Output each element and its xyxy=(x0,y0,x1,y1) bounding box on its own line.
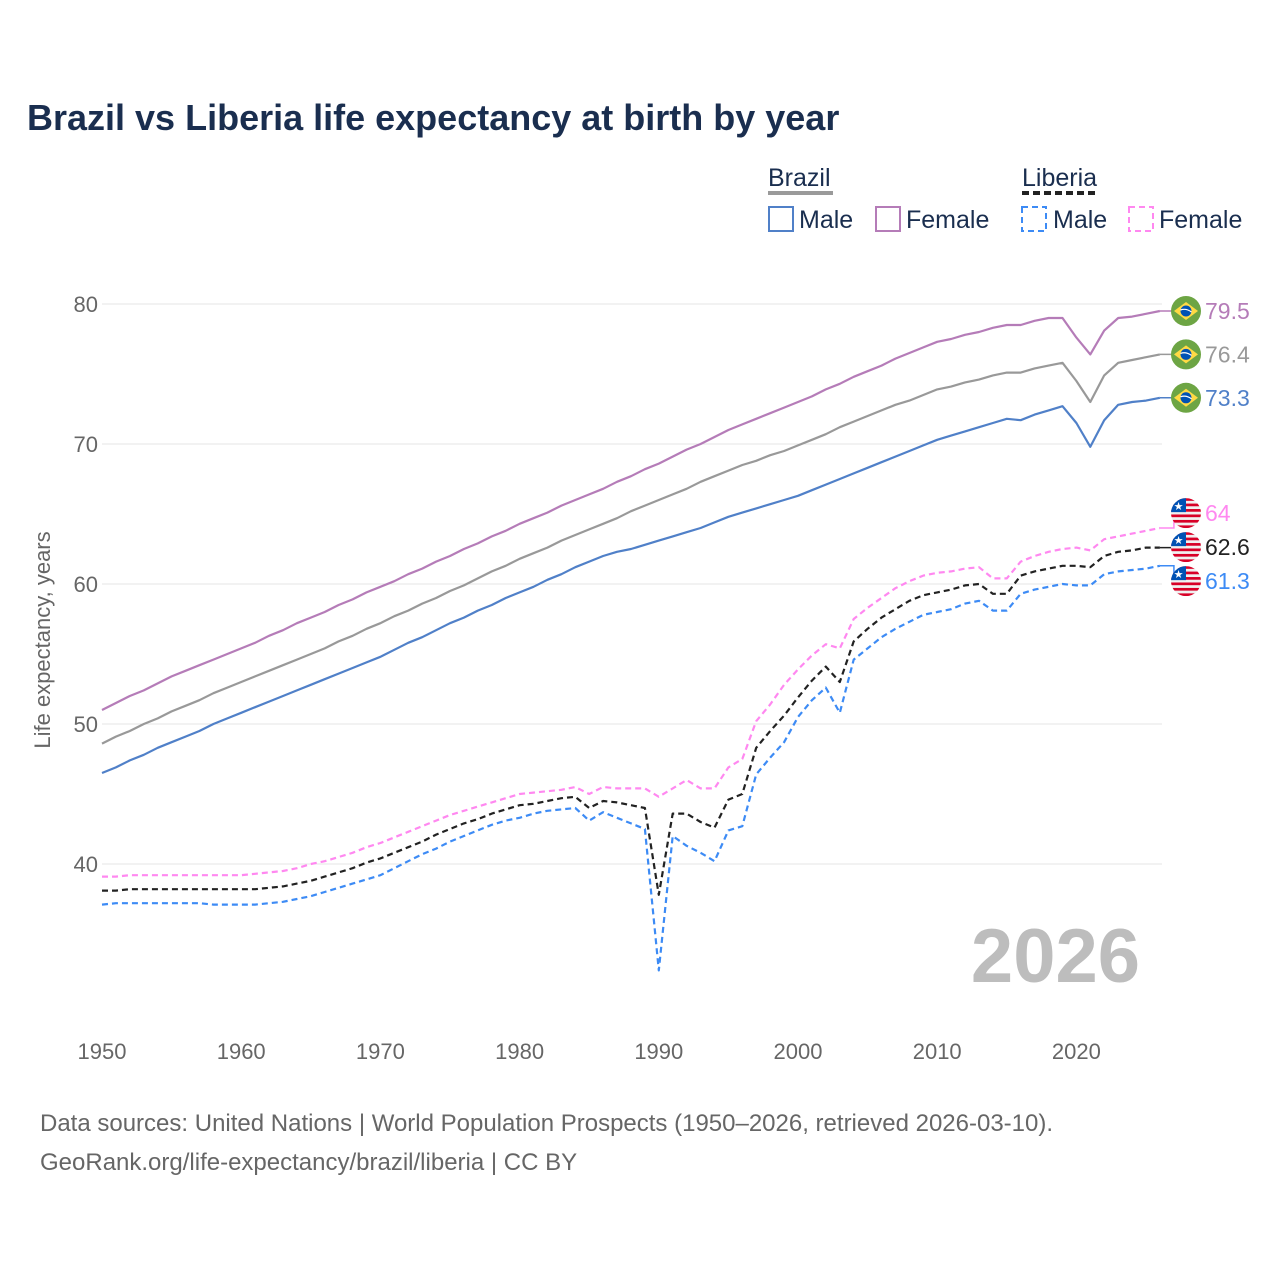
legend-swatch-liberia-male xyxy=(1021,206,1047,232)
x-tick-label: 1970 xyxy=(356,1039,405,1064)
legend-swatch-liberia-female xyxy=(1128,206,1154,232)
legend-brazil-female[interactable]: Female xyxy=(906,206,989,234)
series-line-brazil-female xyxy=(101,309,1161,711)
legend-brazil-male[interactable]: Male xyxy=(799,206,853,234)
x-tick-label: 1990 xyxy=(634,1039,683,1064)
y-ticks: 40 50 60 70 80 xyxy=(74,292,98,877)
legend-swatch-brazil-female xyxy=(875,206,901,232)
footer-sources: Data sources: United Nations | World Pop… xyxy=(40,1110,1053,1137)
liberia-flag-icon: ★ xyxy=(1171,532,1201,563)
series-lines xyxy=(101,309,1161,972)
series-line-liberia-female xyxy=(102,526,1161,878)
svg-text:★: ★ xyxy=(1174,501,1184,513)
liberia-flag-icon: ★ xyxy=(1171,498,1201,529)
x-tick-label: 2020 xyxy=(1052,1039,1101,1064)
brazil-flag-icon xyxy=(1171,296,1201,326)
year-watermark: 2026 xyxy=(971,914,1140,999)
y-axis-label: Life expectancy, years xyxy=(30,531,55,748)
chart-title: Brazil vs Liberia life expectancy at bir… xyxy=(27,97,839,138)
svg-text:★: ★ xyxy=(1174,535,1184,547)
series-line-liberia-total xyxy=(102,546,1160,896)
x-tick-label: 1950 xyxy=(78,1039,127,1064)
y-tick-label: 70 xyxy=(74,432,98,457)
series-line-brazil-total xyxy=(101,353,1161,745)
y-tick-label: 50 xyxy=(74,712,98,737)
end-label-brazil-female: 79.5 xyxy=(1205,298,1250,324)
footer-link[interactable]: GeoRank.org/life-expectancy/brazil/liber… xyxy=(40,1149,577,1176)
series-line-liberia-male xyxy=(101,564,1161,972)
x-tick-label: 1960 xyxy=(217,1039,266,1064)
y-tick-label: 60 xyxy=(74,572,98,597)
legend-swatch-brazil-male xyxy=(768,206,794,232)
end-label-liberia-total: 62.6 xyxy=(1205,534,1250,560)
legend: Brazil Male Female Liberia Male Female xyxy=(768,164,1242,234)
end-label-brazil-total: 76.4 xyxy=(1205,341,1250,367)
liberia-flag-icon: ★ xyxy=(1171,566,1201,597)
x-tick-label: 1980 xyxy=(495,1039,544,1064)
x-ticks: 1950 1960 1970 1980 1990 2000 2010 2020 xyxy=(78,1039,1101,1064)
legend-group-brazil: Brazil xyxy=(768,164,831,192)
svg-text:★: ★ xyxy=(1174,569,1184,581)
legend-group-liberia: Liberia xyxy=(1022,164,1097,192)
brazil-flag-icon xyxy=(1171,339,1201,370)
legend-liberia-female[interactable]: Female xyxy=(1159,206,1242,234)
x-tick-label: 2010 xyxy=(913,1039,962,1064)
end-label-liberia-female: 64 xyxy=(1205,500,1231,526)
end-label-brazil-male: 73.3 xyxy=(1205,385,1250,411)
brazil-flag-icon xyxy=(1171,382,1201,413)
legend-liberia-male[interactable]: Male xyxy=(1053,206,1107,234)
series-line-brazil-male xyxy=(101,396,1161,775)
end-label-liberia-male: 61.3 xyxy=(1205,568,1250,594)
gridlines xyxy=(102,303,1162,865)
end-labels: 79.5 76.4 73.3 ★ 64 ★ 62.6 ★ 61.3 xyxy=(1159,296,1250,597)
x-tick-label: 2000 xyxy=(774,1039,823,1064)
y-tick-label: 40 xyxy=(74,852,98,877)
y-tick-label: 80 xyxy=(74,292,98,317)
